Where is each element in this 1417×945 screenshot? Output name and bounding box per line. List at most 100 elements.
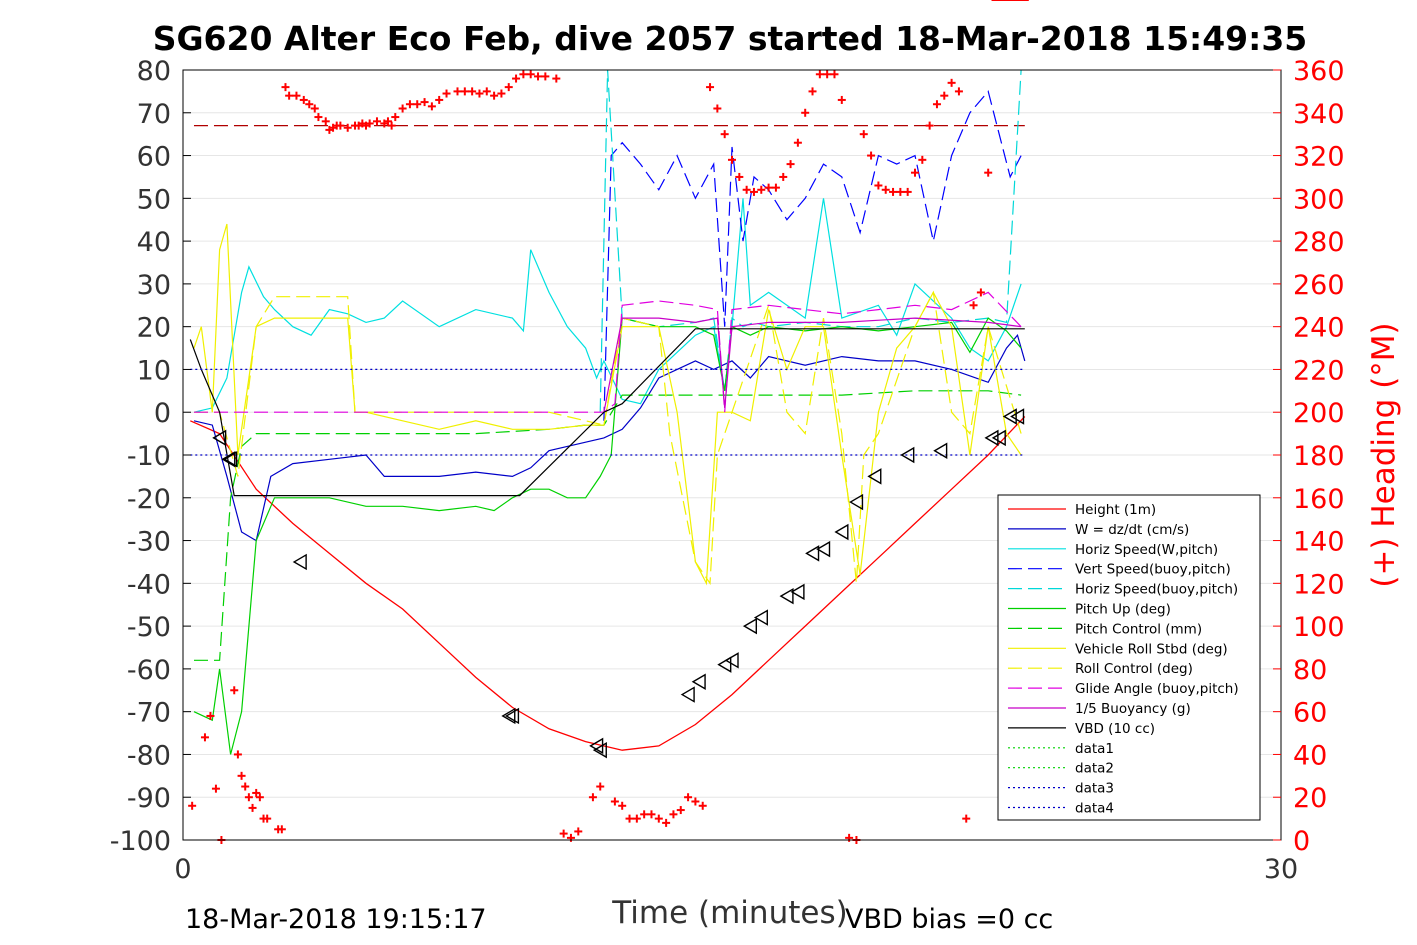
legend-label-data4: data4: [1075, 801, 1114, 817]
right-tick-label: 220: [1293, 355, 1345, 386]
legend-label-horiz_buoy: Horiz Speed(buoy,pitch): [1075, 582, 1238, 598]
heading-point: [285, 91, 294, 100]
right-tick-label: 280: [1293, 227, 1345, 258]
heading-point: [230, 686, 239, 695]
triangle-markers: [212, 408, 1025, 759]
heading-point: [698, 801, 707, 810]
heading-points: [188, 0, 1029, 844]
heading-point: [244, 793, 253, 802]
legend-label-pitch: Pitch Up (deg): [1075, 602, 1171, 618]
heading-point: [815, 70, 824, 79]
series-w: [193, 333, 1026, 542]
series-roll_ctrl: [194, 290, 1022, 586]
heading-point: [372, 117, 381, 126]
heading-point: [442, 89, 451, 98]
triangle-marker: [984, 429, 999, 447]
heading-point: [383, 117, 392, 126]
heading-point: [830, 70, 839, 79]
legend-label-pitch_ctrl: Pitch Control (mm): [1075, 621, 1202, 637]
heading-point: [728, 155, 736, 164]
heading-point: [808, 87, 817, 96]
heading-point: [662, 818, 671, 827]
heading-point: [742, 185, 751, 194]
heading-point: [460, 87, 469, 96]
heading-point: [504, 83, 513, 92]
triangle-marker: [691, 673, 706, 690]
heading-point: [206, 711, 215, 720]
chart-title: SG620 Alter Eco Feb, dive 2057 started 1…: [153, 19, 1308, 58]
left-tick-label: 0: [154, 398, 171, 429]
triangle-marker: [505, 707, 520, 725]
heading-point: [475, 89, 484, 98]
footer-timestamp: 18-Mar-2018 19:15:17: [185, 904, 487, 935]
x-tick-label: 0: [174, 854, 191, 885]
triangle-marker: [849, 493, 864, 511]
heading-point: [343, 123, 352, 132]
right-tick-label: 120: [1293, 569, 1345, 600]
right-tick-label: 180: [1293, 441, 1345, 472]
heading-point: [453, 87, 462, 96]
triangle-marker: [933, 442, 948, 459]
heading-point: [281, 83, 290, 92]
heading-point: [911, 168, 919, 177]
heading-point: [940, 91, 949, 100]
legend-label-horiz_w: Horiz Speed(W,pitch): [1075, 542, 1218, 558]
heading-point: [691, 797, 700, 806]
left-tick-label: -70: [127, 698, 171, 729]
heading-point: [596, 782, 605, 791]
heading-point: [305, 100, 314, 109]
heading-point: [526, 70, 535, 79]
heading-point: [405, 100, 414, 109]
heading-point: [771, 183, 780, 192]
heading-point: [365, 119, 374, 128]
heading-point: [918, 155, 927, 164]
triangle-marker: [790, 583, 805, 601]
right-tick-label: 60: [1293, 698, 1327, 729]
heading-point: [588, 793, 597, 802]
left-tick-label: -80: [127, 740, 171, 771]
right-tick-label: 360: [1293, 56, 1345, 87]
legend-label-roll_ctrl: Roll Control (deg): [1075, 661, 1193, 677]
heading-point: [859, 130, 868, 139]
heading-point: [541, 72, 550, 81]
heading-point: [263, 814, 272, 823]
heading-point: [976, 288, 985, 297]
heading-point: [211, 784, 220, 793]
right-tick-label: 100: [1293, 612, 1345, 643]
heading-point: [387, 121, 396, 130]
heading-point: [984, 168, 993, 177]
series-vert_buoy: [603, 90, 1022, 421]
right-tick-label: 320: [1293, 142, 1345, 173]
heading-point: [248, 803, 257, 812]
heading-point: [534, 72, 543, 81]
right-tick-label: 160: [1293, 484, 1345, 515]
x-tick-label: 30: [1264, 854, 1298, 885]
heading-point: [947, 78, 956, 87]
heading-point: [640, 810, 649, 819]
left-tick-label: -30: [127, 527, 171, 558]
heading-point: [757, 185, 766, 194]
heading-point: [881, 185, 890, 194]
heading-point: [497, 89, 506, 98]
left-tick-label: -40: [127, 569, 171, 600]
right-tick-label: 0: [1293, 826, 1310, 857]
heading-point: [618, 801, 627, 810]
left-tick-label: -60: [127, 655, 171, 686]
triangle-marker: [753, 609, 768, 626]
right-tick-label: 200: [1293, 398, 1345, 429]
triangle-marker: [717, 656, 732, 673]
legend-label-roll: Vehicle Roll Stbd (deg): [1075, 641, 1228, 657]
heading-point: [713, 104, 722, 113]
triangle-marker: [501, 707, 516, 725]
left-tick-label: 40: [137, 227, 171, 258]
legend-label-w: W = dz/dt (cm/s): [1075, 522, 1189, 538]
heading-point: [277, 825, 286, 834]
legend-label-data1: data1: [1075, 741, 1114, 757]
triangle-marker: [816, 540, 831, 558]
right-axis: 3603403203002802602402202001801601401201…: [1273, 56, 1345, 857]
heading-point: [874, 181, 883, 190]
heading-point: [490, 91, 499, 100]
heading-point: [559, 829, 568, 838]
heading-point: [735, 172, 744, 181]
